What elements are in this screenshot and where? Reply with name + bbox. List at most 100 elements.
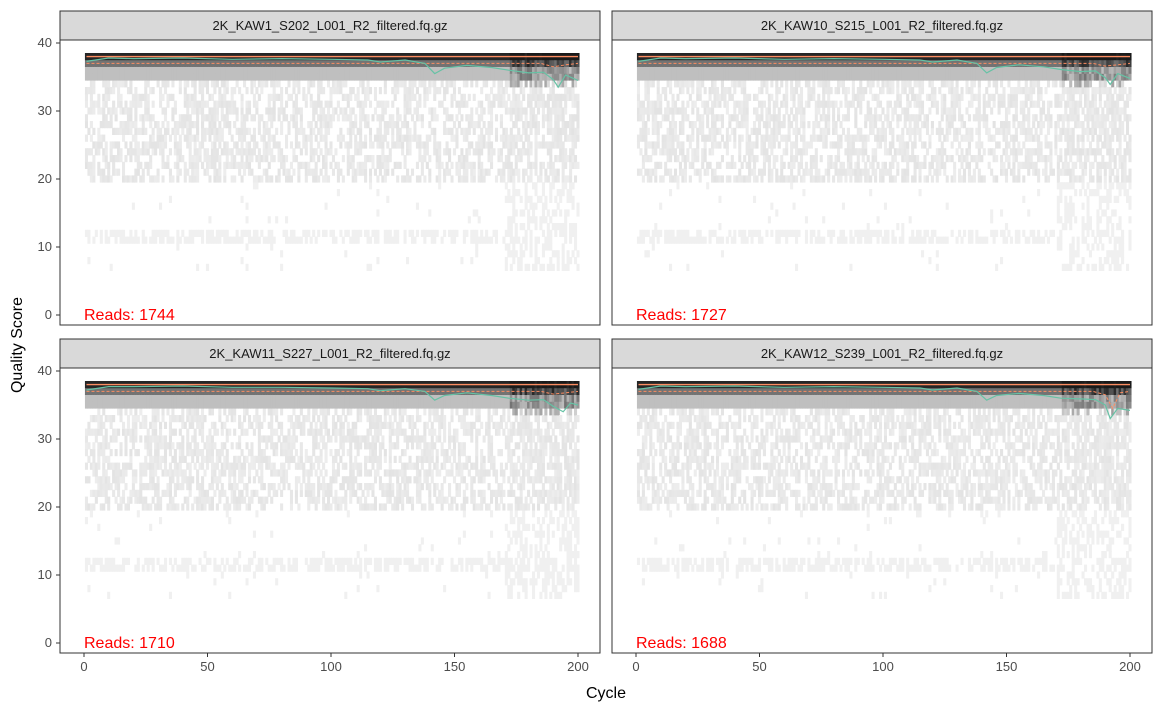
heat-tile	[324, 59, 328, 67]
heat-tile	[960, 121, 964, 129]
heat-tile	[529, 202, 533, 210]
heat-tile	[252, 229, 256, 237]
heat-tile	[871, 59, 875, 67]
heat-tile	[262, 66, 266, 74]
heat-tile	[354, 114, 358, 122]
heat-tile	[809, 175, 813, 183]
heat-tile	[881, 168, 885, 176]
heat-tile	[84, 134, 89, 142]
heat-tile	[735, 121, 739, 129]
heat-tile	[475, 236, 479, 244]
heat-tile	[480, 127, 484, 135]
heat-tile	[955, 127, 959, 135]
heat-tile	[309, 155, 313, 163]
heat-tile	[87, 66, 91, 74]
heat-tile	[203, 100, 207, 108]
heat-tile	[636, 236, 641, 244]
heat-tile	[344, 66, 348, 74]
heat-tile	[117, 229, 121, 237]
heat-tile	[193, 168, 197, 176]
heat-tile	[121, 107, 126, 115]
heat-tile	[267, 175, 271, 183]
heat-tile	[482, 168, 486, 176]
heat-tile	[549, 127, 553, 135]
heat-tile	[656, 127, 660, 135]
heat-tile	[257, 66, 261, 74]
heat-tile	[287, 236, 291, 244]
heat-tile	[795, 141, 799, 149]
heat-tile	[245, 161, 249, 169]
heat-tile	[297, 236, 301, 244]
heat-tile	[891, 66, 895, 74]
heat-tile	[551, 168, 555, 176]
heat-tile	[235, 80, 239, 88]
heat-tile	[317, 73, 321, 81]
heat-tile	[245, 87, 249, 95]
heat-tile	[646, 80, 650, 88]
heat-tile	[980, 66, 984, 74]
heat-tile	[654, 114, 658, 122]
heat-tile	[450, 114, 454, 122]
heat-tile	[678, 148, 682, 156]
heat-tile	[851, 134, 855, 142]
heat-tile	[445, 73, 449, 81]
heat-tile	[676, 175, 680, 183]
heat-tile	[940, 80, 944, 88]
heat-tile	[566, 263, 570, 271]
heat-tile	[819, 80, 823, 88]
heat-tile	[869, 73, 873, 81]
heat-tile	[837, 114, 841, 122]
heat-tile	[186, 236, 190, 244]
heat-tile	[713, 73, 717, 81]
heat-tile	[154, 229, 158, 237]
heat-tile	[654, 161, 658, 169]
heat-tile	[208, 127, 212, 135]
heat-tile	[193, 141, 197, 149]
heat-tile	[519, 263, 523, 271]
heat-tile	[415, 175, 419, 183]
heat-tile	[519, 134, 523, 142]
heat-tile	[134, 93, 138, 101]
heat-tile	[901, 87, 905, 95]
heat-tile	[299, 59, 303, 67]
heat-tile	[351, 73, 355, 81]
heat-tile	[866, 229, 870, 237]
heat-tile	[1000, 66, 1004, 74]
heat-tile	[460, 66, 464, 74]
heat-tile	[89, 73, 93, 81]
heat-tile	[982, 175, 986, 183]
heat-tile	[955, 236, 959, 244]
heat-tile	[159, 87, 163, 95]
heat-tile	[386, 121, 390, 129]
heat-tile	[188, 93, 192, 101]
heat-tile	[208, 66, 212, 74]
heat-tile	[792, 127, 796, 135]
heat-tile	[522, 87, 526, 95]
heat-tile	[997, 100, 1001, 108]
heat-tile	[559, 195, 563, 203]
heat-tile	[319, 127, 323, 135]
heat-tile	[452, 93, 457, 101]
heat-tile	[240, 148, 244, 156]
heat-tile	[730, 66, 734, 74]
heat-tile	[760, 66, 764, 74]
heat-tile	[146, 93, 150, 101]
heat-tile	[985, 66, 989, 74]
heat-tile	[659, 229, 663, 237]
heat-tile	[891, 141, 895, 149]
heat-tile	[457, 66, 461, 74]
heat-tile	[282, 66, 286, 74]
heat-tile	[393, 229, 397, 237]
heat-tile	[671, 229, 675, 237]
heat-tile	[743, 107, 747, 115]
heat-tile	[923, 121, 927, 129]
heat-tile	[319, 66, 323, 74]
heat-tile	[225, 87, 229, 95]
heat-tile	[136, 161, 140, 169]
heat-tile	[312, 127, 316, 135]
heat-tile	[117, 148, 121, 156]
heat-tile	[304, 141, 308, 149]
heat-tile	[205, 80, 210, 88]
heat-tile	[388, 236, 392, 244]
heat-tile	[923, 114, 927, 122]
